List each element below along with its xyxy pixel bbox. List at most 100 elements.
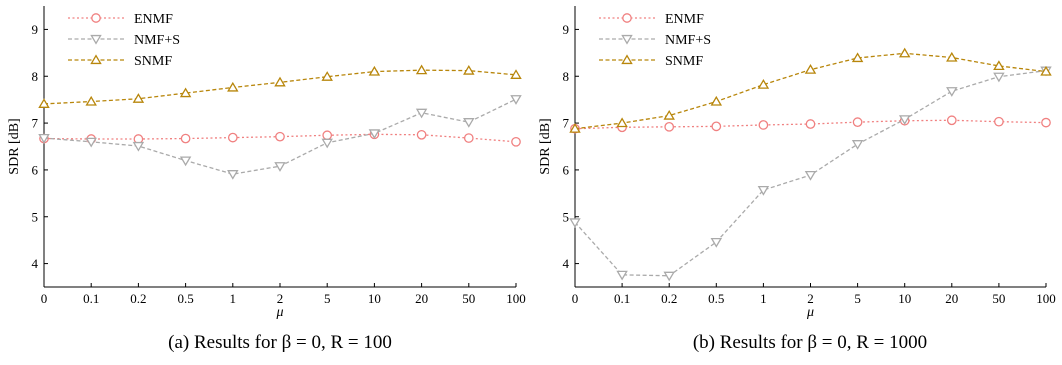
data-point (710, 237, 723, 248)
data-point (946, 51, 958, 62)
data-point (415, 64, 428, 75)
legend-swatch-marker (622, 13, 632, 23)
y-tick-label: 7 (563, 116, 570, 131)
data-point (322, 130, 333, 141)
x-tick-label: 2 (807, 291, 814, 306)
legend-swatch-marker (91, 13, 101, 23)
series-snmf (38, 64, 522, 108)
chart-panel-1: 4 5 6 7 8 9 0 0.1 0.2 0.5 1 2 5 10 20 50 100 μ SDR [dB] ENM… (7, 6, 526, 353)
data-point (852, 117, 863, 127)
chart-panel-2: 4 5 6 7 8 9 0 0.1 0.2 0.5 1 2 5 10 20 50 100 μ SDR [dB] ENM… (538, 6, 1056, 353)
data-point (851, 52, 864, 63)
x-tick-label: 0.5 (177, 291, 193, 306)
x-tick-label: 100 (506, 291, 526, 306)
data-point (616, 117, 628, 128)
x-tick-label: 0 (41, 291, 48, 306)
y-tick-label: 6 (563, 162, 570, 177)
legend-item: ENMF (68, 12, 173, 27)
data-point (510, 69, 522, 79)
data-point (994, 116, 1004, 127)
y-tick-label: 8 (563, 69, 570, 84)
data-point (710, 95, 723, 106)
data-point (946, 87, 958, 97)
series-nmf-s (38, 95, 522, 180)
legend-swatch-marker (621, 34, 633, 45)
data-point (757, 79, 770, 89)
x-tick-label: 5 (854, 291, 861, 306)
data-point (569, 123, 581, 133)
data-point (805, 119, 816, 129)
data-point (804, 64, 817, 74)
x-tick-label: 20 (945, 291, 958, 306)
data-point (132, 141, 145, 152)
data-point (227, 170, 239, 180)
x-tick-label: 10 (368, 291, 381, 306)
x-tick-label: 20 (415, 291, 428, 306)
data-point (85, 137, 97, 148)
data-point (946, 115, 957, 126)
x-tick-label: 0.1 (614, 291, 630, 306)
data-point (38, 133, 50, 144)
x-axis-label: μ (806, 305, 814, 320)
data-point (179, 87, 192, 98)
x-tick-label: 50 (992, 291, 1005, 306)
data-point (415, 108, 428, 119)
data-point (510, 95, 522, 105)
y-tick-label: 8 (32, 69, 39, 84)
figure-caption: (b) Results for β = 0, R = 1000 (693, 332, 927, 353)
data-point (85, 95, 97, 106)
x-tick-label: 1 (760, 291, 767, 306)
legend: ENMF NMF+S SNMF (599, 12, 711, 69)
data-point (463, 133, 474, 143)
data-point (416, 129, 427, 140)
data-point (132, 93, 145, 103)
data-point (993, 72, 1005, 83)
legend-label: NMF+S (665, 33, 711, 48)
data-point (1040, 65, 1052, 76)
x-tick-label: 1 (230, 291, 237, 306)
data-point (898, 47, 911, 58)
x-tick-label: 10 (898, 291, 911, 306)
legend-item: NMF+S (599, 33, 711, 48)
data-point (275, 131, 285, 142)
legend-label: SNMF (134, 54, 172, 69)
x-axis-label: μ (275, 305, 283, 320)
data-point (1041, 117, 1051, 128)
data-point (274, 162, 286, 172)
series-enmf (570, 115, 1051, 134)
data-point (758, 120, 769, 130)
series-line (43, 69, 517, 105)
series-line (43, 133, 517, 143)
legend-item: SNMF (68, 54, 172, 69)
data-point (757, 185, 770, 196)
legend-item: NMF+S (68, 33, 180, 48)
data-point (569, 218, 581, 229)
data-point (321, 71, 333, 81)
data-point (663, 271, 675, 282)
y-tick-label: 5 (32, 209, 39, 224)
data-point (463, 64, 475, 75)
y-tick-label: 5 (563, 209, 570, 224)
data-point (179, 156, 192, 167)
legend-item: SNMF (599, 54, 703, 69)
legend-label: ENMF (134, 12, 173, 27)
x-tick-label: 0.5 (708, 291, 724, 306)
y-axis-label: SDR [dB] (7, 118, 22, 174)
data-point (227, 132, 238, 143)
x-tick-label: 0 (572, 291, 579, 306)
series-nmf-s (569, 66, 1052, 282)
data-point (711, 121, 722, 132)
data-point (38, 98, 50, 108)
legend-swatch-marker (90, 34, 102, 45)
data-point (993, 60, 1005, 71)
x-tick-label: 0.1 (83, 291, 99, 306)
data-point (463, 118, 475, 128)
y-tick-label: 9 (563, 22, 570, 37)
data-point (804, 170, 817, 181)
data-point (227, 81, 239, 92)
y-tick-label: 9 (32, 22, 39, 37)
y-tick-label: 4 (32, 256, 39, 271)
legend-label: SNMF (665, 54, 703, 69)
